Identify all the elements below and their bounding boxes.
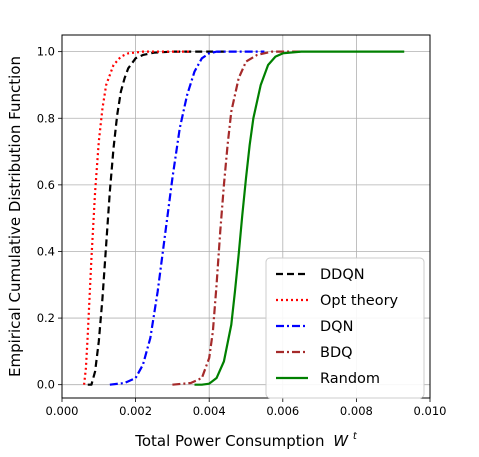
- series-line-dqn: [109, 50, 265, 386]
- y-tick-label: 0.6: [37, 178, 55, 192]
- x-axis-label: Total Power Consumption W t: [134, 431, 358, 450]
- series-layer: [82, 50, 405, 386]
- series-line-opt-theory: [82, 50, 191, 385]
- legend-label: BDQ: [320, 345, 353, 361]
- x-tick-label: 0.004: [193, 404, 226, 418]
- x-tick-label: 0.002: [119, 404, 152, 418]
- x-axis-label-symbol: W: [333, 432, 349, 450]
- y-axis-label: Empirical Cumulative Distribution Functi…: [6, 56, 24, 377]
- legend: DDQN Opt theory DQN BDQ Random: [265, 257, 425, 399]
- x-tick-label: 0.006: [266, 404, 299, 418]
- x-axis-label-text: Total Power Consumption: [134, 432, 324, 450]
- ticks: 0.000 0.002 0.004 0.006 0.008 0.010 0.0 0.2 0.4 0…: [37, 45, 447, 418]
- legend-label: DQN: [320, 319, 353, 335]
- legend-label: Opt theory: [320, 293, 399, 309]
- plot-frame: [61, 34, 431, 399]
- legend-label: DDQN: [320, 267, 365, 283]
- y-tick-label: 0.4: [37, 244, 55, 258]
- x-tick-label: 0.010: [414, 404, 447, 418]
- x-tick-label: 0.008: [340, 404, 373, 418]
- x-axis-label-superscript: t: [353, 431, 358, 442]
- y-tick-label: 0.2: [37, 311, 55, 325]
- x-tick-label: 0.000: [46, 404, 79, 418]
- legend-box: [265, 257, 425, 399]
- series-line-random: [194, 50, 405, 386]
- series-line-ddqn: [87, 50, 228, 386]
- series-line-bdq: [172, 50, 302, 386]
- y-tick-label: 0.8: [37, 111, 55, 125]
- y-tick-label: 1.0: [37, 45, 55, 59]
- legend-label: Random: [320, 371, 380, 387]
- y-tick-label: 0.0: [37, 378, 55, 392]
